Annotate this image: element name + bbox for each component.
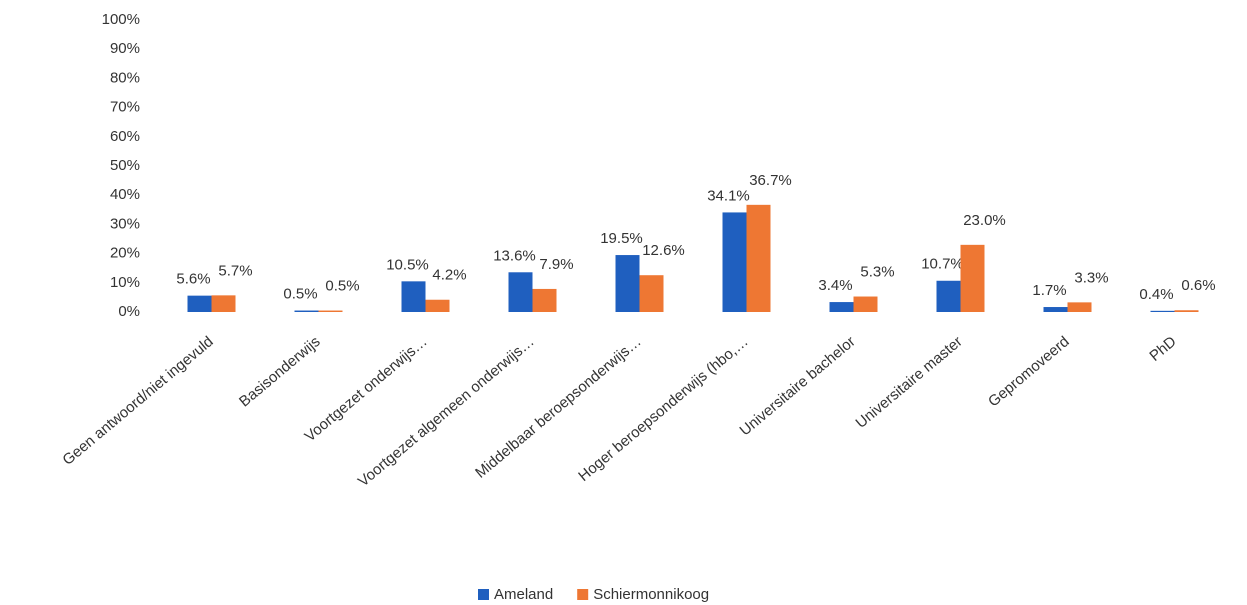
bar	[1174, 310, 1199, 312]
bar	[1067, 302, 1092, 312]
data-label: 5.7%	[218, 262, 252, 279]
bar	[615, 255, 640, 312]
bar	[1043, 307, 1068, 312]
bar	[960, 244, 985, 312]
bar	[211, 295, 236, 312]
y-tick-label: 50%	[110, 157, 140, 174]
data-label: 23.0%	[963, 212, 1006, 229]
data-label: 36.7%	[749, 172, 792, 189]
data-label: 10.5%	[386, 256, 429, 273]
bar	[722, 212, 747, 312]
bar	[1150, 310, 1175, 312]
x-tick-label: Geen antwoord/niet ingevuld	[59, 333, 216, 469]
data-label: 3.3%	[1074, 269, 1108, 286]
y-tick-label: 100%	[102, 11, 140, 28]
y-tick-label: 0%	[118, 303, 140, 320]
data-label: 1.7%	[1032, 282, 1066, 299]
data-label: 13.6%	[493, 247, 536, 264]
data-label: 0.4%	[1139, 286, 1173, 303]
y-tick-label: 70%	[110, 99, 140, 116]
data-label: 5.3%	[860, 263, 894, 280]
x-tick-label: Basisonderwijs	[236, 333, 324, 410]
y-tick-label: 60%	[110, 128, 140, 145]
data-label: 12.6%	[642, 242, 685, 259]
y-tick-label: 10%	[110, 274, 140, 291]
x-tick-label: Middelbaar beroepsonderwijs…	[472, 333, 645, 482]
data-label: 10.7%	[921, 256, 964, 273]
data-label: 7.9%	[539, 256, 573, 273]
data-label: 3.4%	[818, 277, 852, 294]
bar	[746, 204, 771, 312]
bar	[294, 310, 319, 312]
data-label: 0.6%	[1181, 277, 1215, 294]
legend-label: Schiermonnikoog	[593, 586, 709, 603]
x-tick-label: Universitaire bachelor	[737, 333, 859, 439]
data-label: 19.5%	[600, 230, 643, 247]
x-tick-label: Voortgezet onderwijs…	[302, 333, 431, 445]
y-tick-label: 20%	[110, 245, 140, 262]
legend-swatch	[577, 589, 589, 600]
x-tick-label: Voortgezet algemeen onderwijs…	[355, 333, 538, 490]
bar	[425, 299, 450, 312]
x-tick-label: PhD	[1146, 333, 1179, 365]
bar	[639, 275, 664, 312]
bar	[532, 288, 557, 312]
bar	[829, 302, 854, 312]
data-label: 0.5%	[325, 278, 359, 295]
legend-label: Ameland	[494, 586, 553, 603]
bar	[187, 295, 212, 312]
y-tick-label: 40%	[110, 186, 140, 203]
y-tick-label: 90%	[110, 40, 140, 57]
bar	[508, 272, 533, 312]
bar	[318, 310, 343, 312]
bar	[936, 280, 961, 312]
y-tick-label: 80%	[110, 69, 140, 86]
data-label: 34.1%	[707, 187, 750, 204]
x-tick-label: Hoger beroepsonderwijs (hbo,…	[575, 333, 751, 485]
x-tick-label: Universitaire master	[853, 333, 966, 432]
x-tick-label: Gepromoveerd	[985, 333, 1073, 410]
bar	[401, 281, 426, 312]
data-label: 0.5%	[283, 286, 317, 303]
data-label: 5.6%	[176, 271, 210, 288]
legend-swatch	[478, 589, 489, 600]
data-label: 4.2%	[432, 267, 466, 284]
y-tick-label: 30%	[110, 215, 140, 232]
bar	[853, 296, 878, 312]
